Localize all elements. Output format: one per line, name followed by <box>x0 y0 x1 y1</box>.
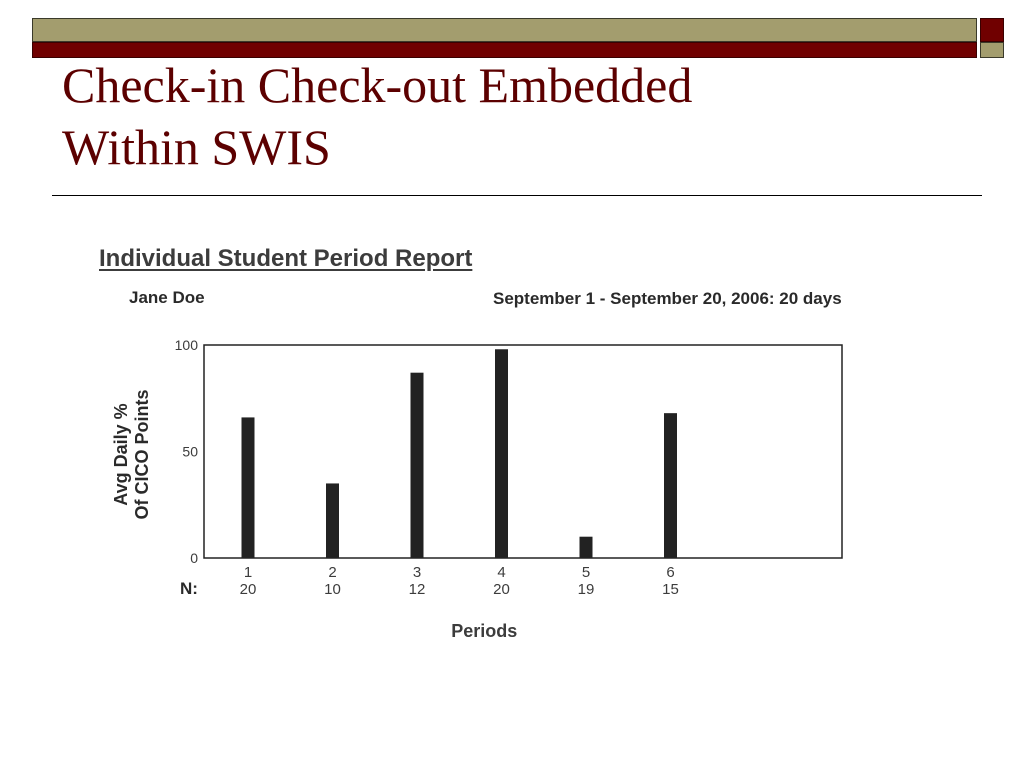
x-tick-label: 5 <box>582 564 590 581</box>
n-value: 12 <box>409 581 426 598</box>
n-value: 19 <box>578 581 595 598</box>
header-square-maroon <box>980 18 1004 42</box>
x-tick-label: 4 <box>497 564 505 581</box>
n-value: 15 <box>662 581 679 598</box>
y-axis-title-line-1: Avg Daily % <box>111 403 131 505</box>
n-label: N: <box>180 579 198 598</box>
x-tick-label: 3 <box>413 564 421 581</box>
header-bar-maroon <box>32 42 977 58</box>
header-square-olive <box>980 42 1004 58</box>
x-tick-label: 2 <box>328 564 336 581</box>
y-tick-label: 100 <box>175 337 199 353</box>
slide-title-line-2: Within SWIS <box>62 119 331 175</box>
y-tick-label: 50 <box>182 444 198 460</box>
bar-period-5 <box>579 536 593 558</box>
n-value: 20 <box>493 581 510 598</box>
bar-period-2 <box>326 483 339 558</box>
slide-title: Check-in Check-out Embedded Within SWIS <box>62 54 962 178</box>
n-value: 20 <box>240 581 257 598</box>
x-tick-label: 1 <box>244 564 252 581</box>
student-name: Jane Doe <box>129 288 205 307</box>
date-range: September 1 - September 20, 2006: 20 day… <box>493 289 842 308</box>
y-axis-title-line-2: Of CICO Points <box>132 390 152 520</box>
title-divider <box>52 195 982 196</box>
n-value: 10 <box>324 581 341 598</box>
bar-period-1 <box>241 417 255 558</box>
header-bar-olive <box>32 18 977 42</box>
x-axis-title: Periods <box>451 621 517 641</box>
bar-period-3 <box>410 372 424 558</box>
x-tick-label: 6 <box>666 564 674 581</box>
report-title: Individual Student Period Report <box>99 245 473 272</box>
y-tick-label: 0 <box>190 550 198 566</box>
bar-period-4 <box>495 349 508 558</box>
bars-layer <box>241 349 677 558</box>
plot-frame <box>203 344 843 559</box>
slide-title-line-1: Check-in Check-out Embedded <box>62 57 693 113</box>
bar-period-6 <box>664 413 677 558</box>
